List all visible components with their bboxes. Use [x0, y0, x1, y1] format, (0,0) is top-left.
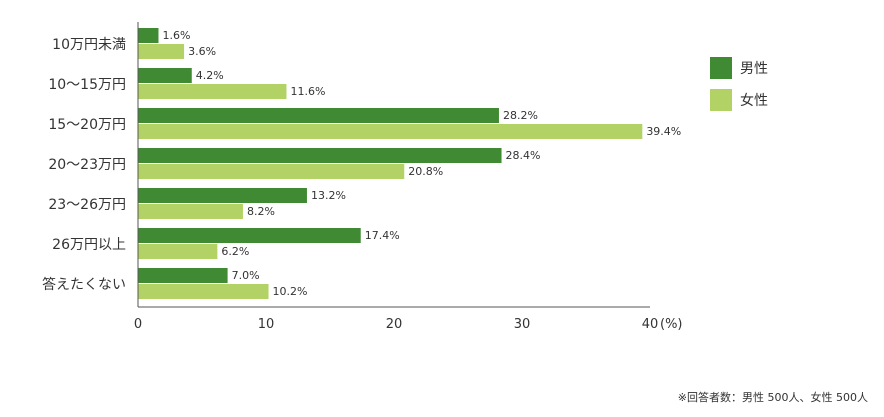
data-label: 1.6%: [162, 29, 190, 42]
bar-male: [138, 68, 192, 83]
bar-female: [138, 44, 185, 59]
bar-female: [138, 204, 243, 219]
bar-male: [138, 108, 499, 123]
data-label: 28.4%: [506, 149, 541, 162]
axes-group: [137, 22, 650, 308]
bar-male: [138, 148, 502, 163]
category-label: 答えたくない: [42, 276, 126, 293]
category-label: 23～26万円: [48, 197, 126, 213]
category-label: 15～20万円: [48, 117, 126, 133]
data-label: 20.8%: [408, 165, 443, 178]
bar-male: [138, 228, 361, 243]
legend-swatch: [710, 57, 732, 79]
footnote: ※回答者数：男性 500人、女性 500人: [677, 391, 868, 404]
data-label: 28.2%: [503, 109, 538, 122]
data-label: 7.0%: [232, 269, 260, 282]
bar-female: [138, 244, 218, 259]
data-label: 39.4%: [646, 125, 681, 138]
data-label: 13.2%: [311, 189, 346, 202]
data-label: 17.4%: [365, 229, 400, 242]
data-label: 3.6%: [188, 45, 216, 58]
bar-male: [138, 28, 159, 43]
x-tick-label: 0: [134, 317, 142, 332]
bar-male: [138, 268, 228, 283]
data-label: 11.6%: [290, 85, 325, 98]
category-label: 20～23万円: [48, 157, 126, 173]
x-tick-label: 40: [642, 317, 659, 332]
category-label: 26万円以上: [52, 237, 126, 253]
bar-female: [138, 84, 287, 99]
bar-female: [138, 284, 269, 299]
x-tick-label: 30: [514, 317, 531, 332]
category-label: 10万円未満: [52, 37, 126, 53]
unit-label: (%): [660, 317, 683, 332]
bar-female: [138, 124, 643, 139]
data-label: 6.2%: [221, 245, 249, 258]
x-tick-labels: 0 10 20 30 40: [134, 317, 658, 332]
legend-label: 男性: [740, 61, 768, 77]
data-label: 4.2%: [196, 69, 224, 82]
category-label: 10～15万円: [48, 77, 126, 93]
legend-label: 女性: [740, 92, 768, 109]
bar-female: [138, 164, 405, 179]
x-tick-label: 10: [258, 317, 275, 332]
data-label: 8.2%: [247, 205, 275, 218]
data-label: 10.2%: [273, 285, 308, 298]
bar-male: [138, 188, 307, 203]
bars-group: 1.6% 3.6% 4.2% 11.6% 28.2% 39.4% 28.4% 20.8% 13.…: [138, 28, 681, 299]
category-labels: 10万円未満 10～15万円 15～20万円 20～23万円 23～26万円 26万円以上…: [42, 37, 126, 293]
x-tick-label: 20: [386, 317, 403, 332]
legend-swatch: [710, 89, 732, 111]
